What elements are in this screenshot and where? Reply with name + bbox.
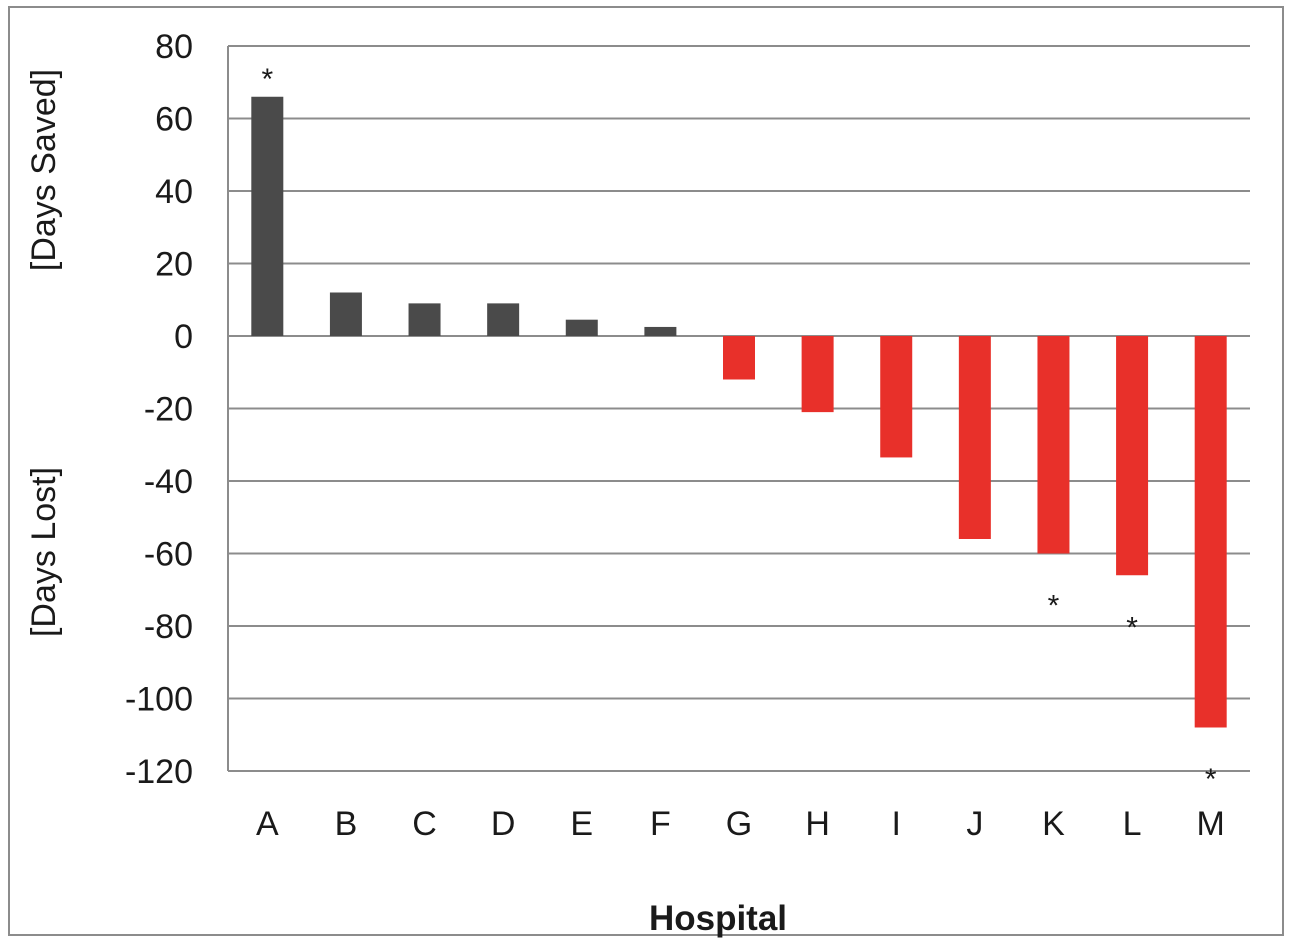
x-category-label: F	[650, 805, 671, 843]
y-tick-label: 20	[155, 246, 193, 284]
x-category-label: J	[966, 805, 983, 843]
bar-J	[958, 336, 991, 539]
bar-D	[487, 303, 520, 336]
y-axis-label-days-saved: [Days Saved]	[25, 69, 63, 271]
y-tick-label: -80	[144, 608, 193, 646]
bar-H	[801, 336, 834, 413]
bar-B	[329, 292, 362, 336]
significance-markers: * * * *	[261, 63, 1216, 796]
bar-I	[880, 336, 913, 458]
significance-marker: *	[261, 63, 273, 96]
y-tick-label: 40	[155, 173, 193, 211]
y-axis-ticks: 80 60 40 20 0 -20 -40 -60 -80 -100 -120	[125, 28, 193, 791]
bar-E	[565, 319, 598, 336]
y-tick-label: 0	[174, 318, 193, 356]
y-tick-label: -120	[125, 753, 193, 791]
bar-A	[251, 96, 284, 336]
x-category-label: L	[1123, 805, 1142, 843]
bar-K	[1037, 336, 1070, 554]
bar-F	[644, 326, 677, 336]
bar-G	[723, 336, 755, 380]
x-category-label: M	[1197, 805, 1225, 843]
x-category-label: C	[412, 805, 437, 843]
y-tick-label: 60	[155, 101, 193, 139]
bars	[251, 96, 1227, 728]
bar-L	[1116, 336, 1149, 576]
x-category-label: D	[491, 805, 516, 843]
y-tick-label: -60	[144, 536, 193, 574]
bar-M	[1194, 336, 1227, 728]
x-category-label: G	[726, 805, 752, 843]
x-axis-categories: A B C D E F G H I J K L M	[256, 805, 1225, 843]
bar-C	[408, 303, 441, 336]
chart-frame	[8, 6, 1284, 936]
y-tick-label: -100	[125, 681, 193, 719]
x-category-label: I	[892, 805, 901, 843]
x-category-label: E	[570, 805, 593, 843]
y-tick-label: 80	[155, 28, 193, 66]
gridlines	[227, 45, 1250, 772]
x-category-label: H	[805, 805, 830, 843]
significance-marker: *	[1048, 590, 1060, 623]
x-category-label: A	[256, 805, 279, 843]
significance-marker: *	[1126, 611, 1138, 644]
x-category-label: K	[1042, 805, 1065, 843]
x-axis-title: Hospital	[649, 899, 787, 938]
y-axis-label-days-lost: [Days Lost]	[25, 467, 63, 637]
x-category-label: B	[335, 805, 358, 843]
y-tick-label: -20	[144, 391, 193, 429]
y-tick-label: -40	[144, 463, 193, 501]
significance-marker: *	[1205, 763, 1217, 796]
